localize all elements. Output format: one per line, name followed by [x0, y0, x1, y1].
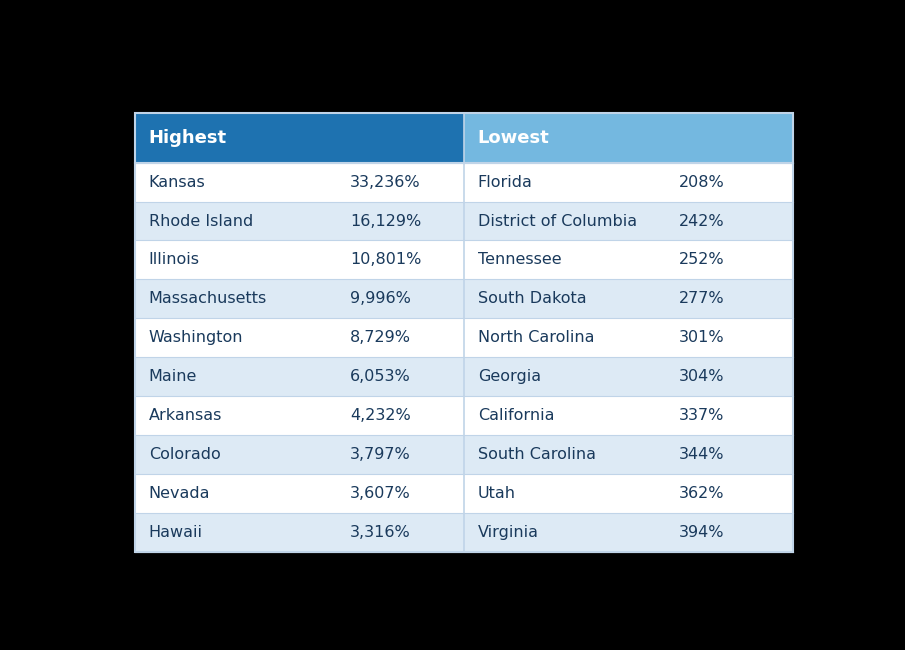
Text: 4,232%: 4,232% [350, 408, 411, 423]
Bar [463, 357, 793, 396]
Bar [463, 513, 793, 552]
Text: 344%: 344% [680, 447, 725, 462]
Text: California: California [478, 408, 554, 423]
Bar [135, 396, 464, 435]
Text: South Dakota: South Dakota [478, 291, 586, 306]
Text: 394%: 394% [680, 525, 725, 540]
Bar [463, 162, 793, 202]
Text: Tennessee: Tennessee [478, 252, 561, 267]
Bar [463, 396, 793, 435]
Bar [135, 474, 464, 513]
Text: 3,316%: 3,316% [350, 525, 411, 540]
Bar [135, 513, 464, 552]
Text: 8,729%: 8,729% [350, 330, 411, 345]
Bar [135, 280, 464, 318]
Text: Washington: Washington [148, 330, 243, 345]
Text: 242%: 242% [680, 214, 725, 229]
Text: 301%: 301% [680, 330, 725, 345]
Bar [463, 202, 793, 240]
Bar [135, 357, 464, 396]
Bar [463, 240, 793, 280]
Text: North Carolina: North Carolina [478, 330, 595, 345]
Text: Kansas: Kansas [148, 175, 205, 190]
Bar [135, 112, 793, 552]
Text: 362%: 362% [680, 486, 725, 500]
Text: 3,607%: 3,607% [350, 486, 411, 500]
Bar [135, 240, 464, 280]
Text: Utah: Utah [478, 486, 516, 500]
Text: 10,801%: 10,801% [350, 252, 422, 267]
Text: 33,236%: 33,236% [350, 175, 421, 190]
Bar [135, 112, 464, 162]
Text: 208%: 208% [680, 175, 725, 190]
Text: 16,129%: 16,129% [350, 214, 422, 229]
Text: Colorado: Colorado [148, 447, 221, 462]
Text: Hawaii: Hawaii [148, 525, 203, 540]
Text: Rhode Island: Rhode Island [148, 214, 253, 229]
Bar [135, 318, 464, 357]
Text: 304%: 304% [680, 369, 725, 384]
Bar [135, 435, 464, 474]
Bar [463, 474, 793, 513]
Bar [463, 318, 793, 357]
Text: Arkansas: Arkansas [148, 408, 222, 423]
Text: Lowest: Lowest [478, 129, 549, 147]
Text: 9,996%: 9,996% [350, 291, 411, 306]
Text: Illinois: Illinois [148, 252, 200, 267]
Bar [463, 112, 793, 162]
Text: 337%: 337% [680, 408, 725, 423]
Bar [463, 435, 793, 474]
Bar [463, 280, 793, 318]
Text: Florida: Florida [478, 175, 533, 190]
Text: 6,053%: 6,053% [350, 369, 411, 384]
Text: South Carolina: South Carolina [478, 447, 595, 462]
Text: Georgia: Georgia [478, 369, 541, 384]
Bar [135, 202, 464, 240]
Text: Virginia: Virginia [478, 525, 538, 540]
Bar [135, 162, 464, 202]
Text: Massachusetts: Massachusetts [148, 291, 267, 306]
Text: District of Columbia: District of Columbia [478, 214, 637, 229]
Text: Nevada: Nevada [148, 486, 210, 500]
Text: Highest: Highest [148, 129, 227, 147]
Text: Maine: Maine [148, 369, 197, 384]
Text: 3,797%: 3,797% [350, 447, 411, 462]
Text: 252%: 252% [680, 252, 725, 267]
Text: 277%: 277% [680, 291, 725, 306]
